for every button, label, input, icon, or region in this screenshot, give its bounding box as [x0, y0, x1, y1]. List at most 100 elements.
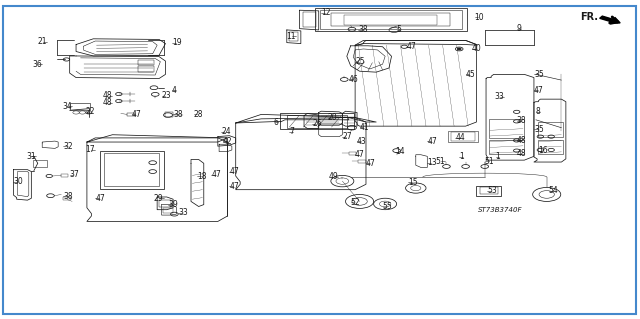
Text: 5: 5	[397, 26, 401, 34]
Bar	[166, 113, 173, 117]
Text: 9: 9	[516, 24, 522, 33]
Bar	[287, 115, 348, 128]
Text: 26: 26	[312, 119, 322, 129]
Text: 47: 47	[534, 86, 544, 95]
Text: 1: 1	[460, 152, 464, 161]
Text: 54: 54	[548, 186, 558, 195]
Bar	[63, 197, 71, 199]
Text: 35: 35	[534, 125, 544, 134]
Text: 46: 46	[349, 75, 358, 84]
Bar	[479, 188, 497, 195]
Text: 38: 38	[173, 110, 183, 119]
Text: 13: 13	[428, 158, 437, 167]
Text: 29: 29	[154, 194, 164, 203]
Text: 53: 53	[487, 186, 497, 195]
Text: 22: 22	[86, 108, 95, 116]
Text: 12: 12	[321, 8, 331, 17]
Text: 47: 47	[229, 182, 239, 191]
Text: 47: 47	[229, 167, 239, 176]
Text: 55: 55	[383, 202, 392, 211]
Text: 52: 52	[351, 198, 360, 207]
Text: 48: 48	[103, 99, 113, 108]
Bar	[315, 8, 467, 31]
Bar	[33, 160, 47, 167]
Text: 7: 7	[289, 127, 294, 136]
Bar	[332, 13, 450, 26]
Text: 14: 14	[396, 147, 405, 156]
Bar	[489, 140, 524, 154]
Text: 47: 47	[132, 110, 141, 119]
Text: ST73B3740F: ST73B3740F	[478, 207, 523, 213]
Text: 27: 27	[342, 132, 352, 141]
Bar	[349, 152, 356, 155]
Text: 47: 47	[366, 159, 376, 168]
Text: 48: 48	[103, 92, 113, 100]
Circle shape	[458, 48, 461, 50]
Text: 47: 47	[95, 194, 105, 203]
Text: 6: 6	[274, 117, 278, 127]
Text: 4: 4	[172, 86, 177, 95]
FancyArrow shape	[600, 16, 620, 23]
Text: 33: 33	[178, 208, 188, 217]
Text: 10: 10	[474, 13, 484, 22]
Bar	[451, 132, 475, 141]
Bar	[138, 60, 154, 65]
Bar	[100, 151, 164, 189]
Text: 51: 51	[484, 157, 494, 166]
Text: 43: 43	[357, 137, 367, 145]
Text: 42: 42	[223, 137, 232, 145]
Bar	[489, 120, 524, 138]
Bar	[448, 131, 478, 142]
Text: 48: 48	[516, 136, 526, 145]
Bar	[320, 10, 462, 29]
Bar	[289, 32, 298, 41]
Text: 32: 32	[63, 142, 73, 151]
Bar	[70, 103, 90, 110]
Bar	[138, 66, 154, 72]
Text: 49: 49	[328, 173, 338, 182]
Text: 35: 35	[534, 70, 544, 79]
Text: 47: 47	[355, 150, 365, 159]
Text: 47: 47	[428, 137, 437, 145]
Text: 51: 51	[435, 157, 445, 166]
Text: 16: 16	[538, 146, 548, 155]
Text: 15: 15	[408, 178, 418, 187]
Text: 34: 34	[63, 102, 72, 111]
Text: 19: 19	[172, 38, 182, 47]
Text: 21: 21	[37, 38, 47, 47]
Text: 36: 36	[33, 60, 42, 69]
Bar	[163, 208, 173, 213]
Text: 17: 17	[86, 145, 95, 154]
Text: 37: 37	[70, 170, 79, 179]
Text: FR.: FR.	[580, 12, 598, 22]
Text: 38: 38	[516, 116, 526, 125]
Text: 44: 44	[456, 133, 465, 142]
Text: 11: 11	[286, 32, 296, 41]
Text: 18: 18	[197, 172, 207, 181]
Bar	[538, 122, 563, 137]
Text: 41: 41	[360, 122, 369, 132]
Bar	[61, 174, 68, 177]
Text: 23: 23	[162, 92, 172, 100]
Text: 8: 8	[536, 108, 541, 116]
Bar	[159, 200, 171, 207]
Bar	[127, 113, 135, 116]
Text: 31: 31	[26, 152, 36, 161]
Text: 1: 1	[495, 152, 500, 161]
Text: 24: 24	[221, 127, 230, 136]
Text: 40: 40	[472, 44, 482, 54]
Bar	[104, 153, 159, 187]
Text: 48: 48	[516, 149, 526, 158]
Text: 39: 39	[168, 200, 178, 209]
Text: 45: 45	[466, 70, 476, 79]
Text: 47: 47	[406, 42, 416, 51]
Bar	[303, 12, 316, 27]
Bar	[280, 113, 354, 129]
Text: 38: 38	[63, 191, 73, 201]
Text: 30: 30	[13, 177, 23, 186]
Bar	[344, 15, 437, 25]
Bar	[476, 186, 500, 196]
Text: 28: 28	[193, 110, 203, 119]
Text: 20: 20	[328, 113, 337, 122]
Text: 47: 47	[211, 170, 221, 179]
